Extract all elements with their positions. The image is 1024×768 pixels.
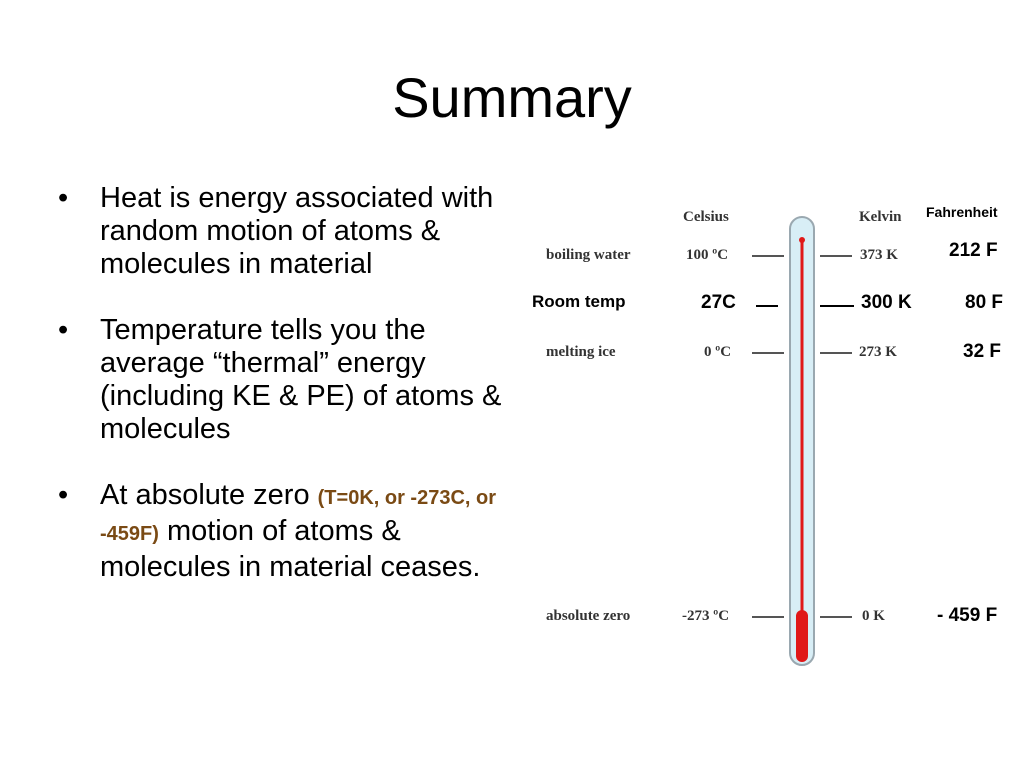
fahrenheit-header: Fahrenheit xyxy=(926,204,998,220)
room-temp-label: Room temp xyxy=(532,292,626,311)
absolute-zero-label: absolute zero xyxy=(546,608,631,624)
bullet-marker: • xyxy=(58,479,69,511)
bullet-marker: • xyxy=(58,182,69,214)
bullet-list: • Heat is energy associated with random … xyxy=(58,182,503,617)
bullet-text-pre: At absolute zero xyxy=(100,479,318,511)
kelvin-header: Kelvin xyxy=(859,209,902,225)
melting-celsius: 0 ºC xyxy=(704,344,732,360)
bullet-item: • Heat is energy associated with random … xyxy=(58,182,503,281)
boiling-water-label: boiling water xyxy=(546,247,631,263)
slide-title: Summary xyxy=(392,66,632,129)
boiling-celsius: 100 ºC xyxy=(686,247,729,263)
boiling-kelvin: 373 K xyxy=(860,247,898,263)
bullet-text-post: motion of atoms & molecules in material … xyxy=(100,515,481,583)
zero-fahrenheit: - 459 F xyxy=(937,605,998,626)
bullet-item: • Temperature tells you the average “the… xyxy=(58,314,503,446)
melting-fahrenheit: 32 F xyxy=(963,341,1002,362)
bullet-text: Heat is energy associated with random mo… xyxy=(100,182,494,280)
thermometer-figure: Celsius Kelvin Fahrenheit boiling water … xyxy=(520,195,1024,675)
bullet-item: • At absolute zero (T=0K, or -273C, or -… xyxy=(58,479,503,584)
absolute-zero-values: (T=0K, or -273C, or -459F) xyxy=(100,487,497,545)
zero-celsius: -273 ºC xyxy=(682,608,730,624)
zero-kelvin: 0 K xyxy=(862,608,885,624)
room-kelvin: 300 K xyxy=(861,292,912,313)
bullet-text: Temperature tells you the average “therm… xyxy=(100,314,502,445)
mercury-bulb xyxy=(796,610,808,662)
thermometer-graphic xyxy=(752,216,854,666)
boiling-fahrenheit: 212 F xyxy=(949,240,998,261)
mercury-top xyxy=(799,237,805,243)
room-celsius: 27C xyxy=(701,292,736,313)
celsius-header: Celsius xyxy=(683,209,729,225)
melting-ice-label: melting ice xyxy=(546,344,616,360)
melting-kelvin: 273 K xyxy=(859,344,897,360)
room-fahrenheit: 80 F xyxy=(965,292,1004,313)
bullet-marker: • xyxy=(58,314,69,346)
